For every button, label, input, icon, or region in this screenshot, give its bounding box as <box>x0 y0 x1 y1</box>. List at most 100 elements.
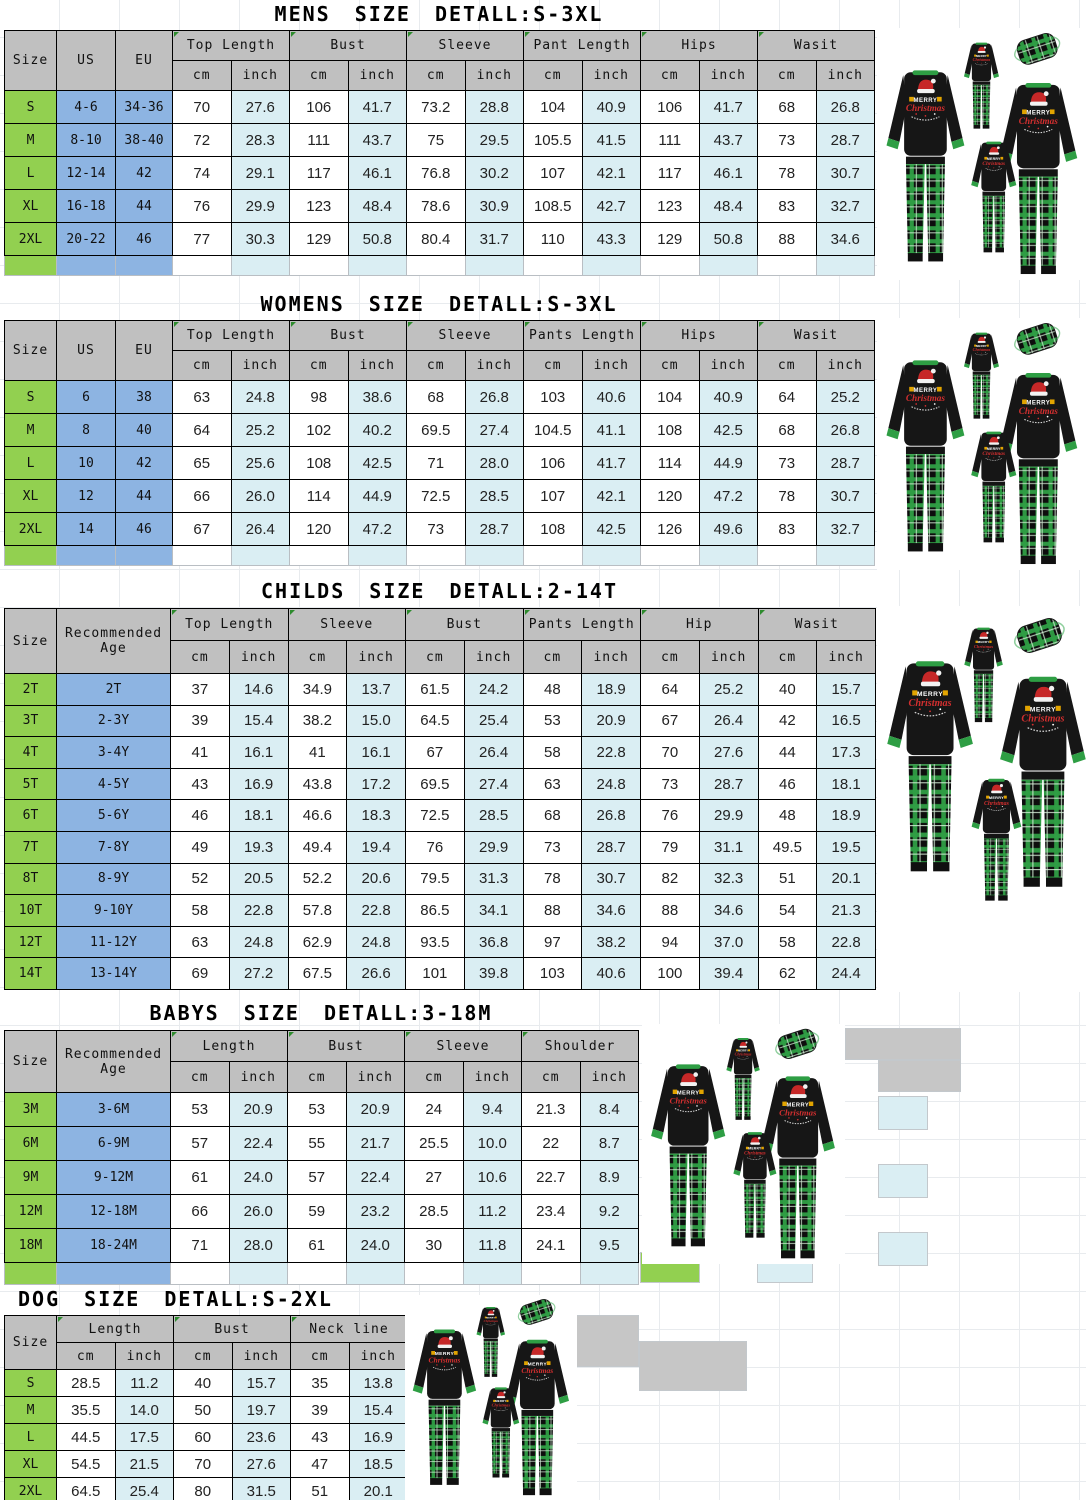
value-cell: 73 <box>522 830 583 864</box>
mens-row-2XL: 2XL 20-22 46 77 30.3 129 50.8 80.4 31.7 110 43.3 12… <box>4 222 875 256</box>
pajama-family-photo: MERRYChristmasMERRYChristmasMERRYChristm… <box>886 32 1078 275</box>
sleeve-cuff <box>993 363 999 369</box>
header-unit-inch: inch <box>228 1061 288 1093</box>
babys-size-table: Size Recommended Age Length Bust Sleeve Shoul… <box>4 1030 639 1285</box>
value-cell: 55 <box>287 1126 347 1161</box>
childs-row-2T: 2T 2T 37 14.6 34.9 13.7 61.5 24.2 48 18.9 64 25.2 40… <box>4 673 876 706</box>
value-cell: 41.5 <box>581 123 641 157</box>
gift-box-icon <box>524 1361 528 1366</box>
value-cell: 10.6 <box>462 1160 522 1195</box>
value-cell: 26.6 <box>346 957 406 990</box>
header-group-sleeve: Sleeve <box>406 30 524 61</box>
value-cell: 18.3 <box>346 799 406 832</box>
christmas-text: Christmas <box>973 57 991 62</box>
value-cell: 24 <box>404 1092 464 1127</box>
pajama-top <box>743 1133 767 1180</box>
value-cell: 21.7 <box>345 1126 405 1161</box>
merry-text: MERRY <box>495 1399 506 1403</box>
santa-hat-pompom <box>693 1072 698 1077</box>
merry-text: MERRY <box>917 691 943 698</box>
confetti-arc <box>525 1377 549 1381</box>
gift-box-icon <box>1025 705 1031 711</box>
value-cell: 64.5 <box>56 1477 116 1500</box>
value-cell: 35.5 <box>56 1396 116 1424</box>
id-cell: 3-4Y <box>56 736 171 769</box>
pants-waist <box>905 446 945 455</box>
id-cell: 4-6 <box>56 90 116 124</box>
pajama-sleeve <box>483 1389 493 1422</box>
pants-waist <box>982 481 1006 486</box>
pajama-sleeve <box>992 629 1002 663</box>
value-cell: 42.1 <box>581 156 641 190</box>
gift-box-icon <box>484 1316 487 1319</box>
value-cell: 106 <box>523 446 583 480</box>
pajama-sleeve <box>1008 781 1021 825</box>
value-cell: 47 <box>290 1450 350 1478</box>
id-cell: 18-24M <box>56 1228 171 1263</box>
value-cell: 67 <box>172 512 232 546</box>
header-unit-cm: cm <box>172 350 232 381</box>
value-cell: 50.8 <box>347 222 407 256</box>
size-cell: 12M <box>4 1194 57 1229</box>
ankle-cuff <box>1020 265 1036 275</box>
leftover-gray-cell <box>575 1315 639 1367</box>
pajama-sleeve <box>1056 87 1076 155</box>
santa-hat-icon <box>989 436 999 444</box>
confetti-arc <box>975 353 988 356</box>
header-unit-inch: inch <box>348 1342 408 1370</box>
pajama-family-photo: MERRYChristmasMERRYChristmasMERRYChristm… <box>886 322 1078 565</box>
value-cell: 18.5 <box>348 1450 408 1478</box>
id-cell: 38 <box>115 380 173 414</box>
dog-table-title: DOG SIZE DETALL:S-2XL <box>18 1287 333 1311</box>
size-cell: L <box>4 156 57 190</box>
pajama-sleeve <box>1004 144 1016 183</box>
value-cell: 15.4 <box>348 1396 408 1424</box>
value-cell: 44.5 <box>56 1423 116 1451</box>
collar-trim <box>988 778 1005 782</box>
ankle-cuff <box>928 543 944 552</box>
header-group-sleeve: Sleeve <box>287 608 406 641</box>
pajama-pants-leg <box>926 164 945 255</box>
merry-text: MERRY <box>989 796 1004 800</box>
value-cell: 30.7 <box>815 156 875 190</box>
header-us: US <box>56 30 116 91</box>
confetti-arc <box>911 406 940 411</box>
mask-ear-loop <box>775 1043 782 1056</box>
value-cell: 105.5 <box>523 123 583 157</box>
value-cell: 28.0 <box>228 1228 288 1263</box>
header-unit-cm: cm <box>640 60 700 91</box>
merry-text: MERRY <box>914 98 938 104</box>
size-cell: 3M <box>4 1092 57 1127</box>
babys-row-9M: 9M 9-12M 61 24.0 57 22.4 27 10.6 22.7 8.9 <box>4 1160 639 1195</box>
santa-hat-band <box>977 51 986 53</box>
santa-hat-icon <box>1030 92 1047 104</box>
childs-table-title: CHILDS SIZE DETALL:2-14T <box>261 579 618 603</box>
value-cell: 63 <box>172 380 232 414</box>
leftover-gray-cell <box>639 1341 747 1391</box>
pajama-top <box>906 663 954 756</box>
value-cell: 120 <box>289 512 349 546</box>
value-cell: 26.4 <box>230 512 290 546</box>
value-cell: 32.7 <box>815 189 875 223</box>
pajama-pants-leg <box>779 1165 798 1252</box>
santa-hat-icon <box>681 1073 696 1084</box>
size-cell: M <box>4 1396 57 1424</box>
pants-waist <box>984 833 1009 839</box>
dog-size-table: Size Length Bust Neck line cm inch cm inch cm inc… <box>4 1315 408 1500</box>
header-unit-inch: inch <box>581 350 641 381</box>
pajama-top <box>519 1341 555 1410</box>
sleeve-cuff <box>996 661 1003 667</box>
size-cell: S <box>4 380 57 414</box>
confetti-arc <box>784 1120 812 1125</box>
collar-trim <box>785 1076 811 1081</box>
santa-hat-band <box>917 88 935 94</box>
size-cell: L <box>4 1423 57 1451</box>
value-cell: 22.8 <box>228 894 289 927</box>
childs-size-table: Size Recommended Age Top Length Sleeve Bust P… <box>4 608 876 990</box>
santa-hat-icon <box>1030 382 1047 394</box>
confetti-dot <box>500 1408 502 1410</box>
empty-cell <box>815 545 875 566</box>
pajama-pants-leg <box>428 1405 444 1479</box>
header-unit-cm: cm <box>640 350 700 381</box>
